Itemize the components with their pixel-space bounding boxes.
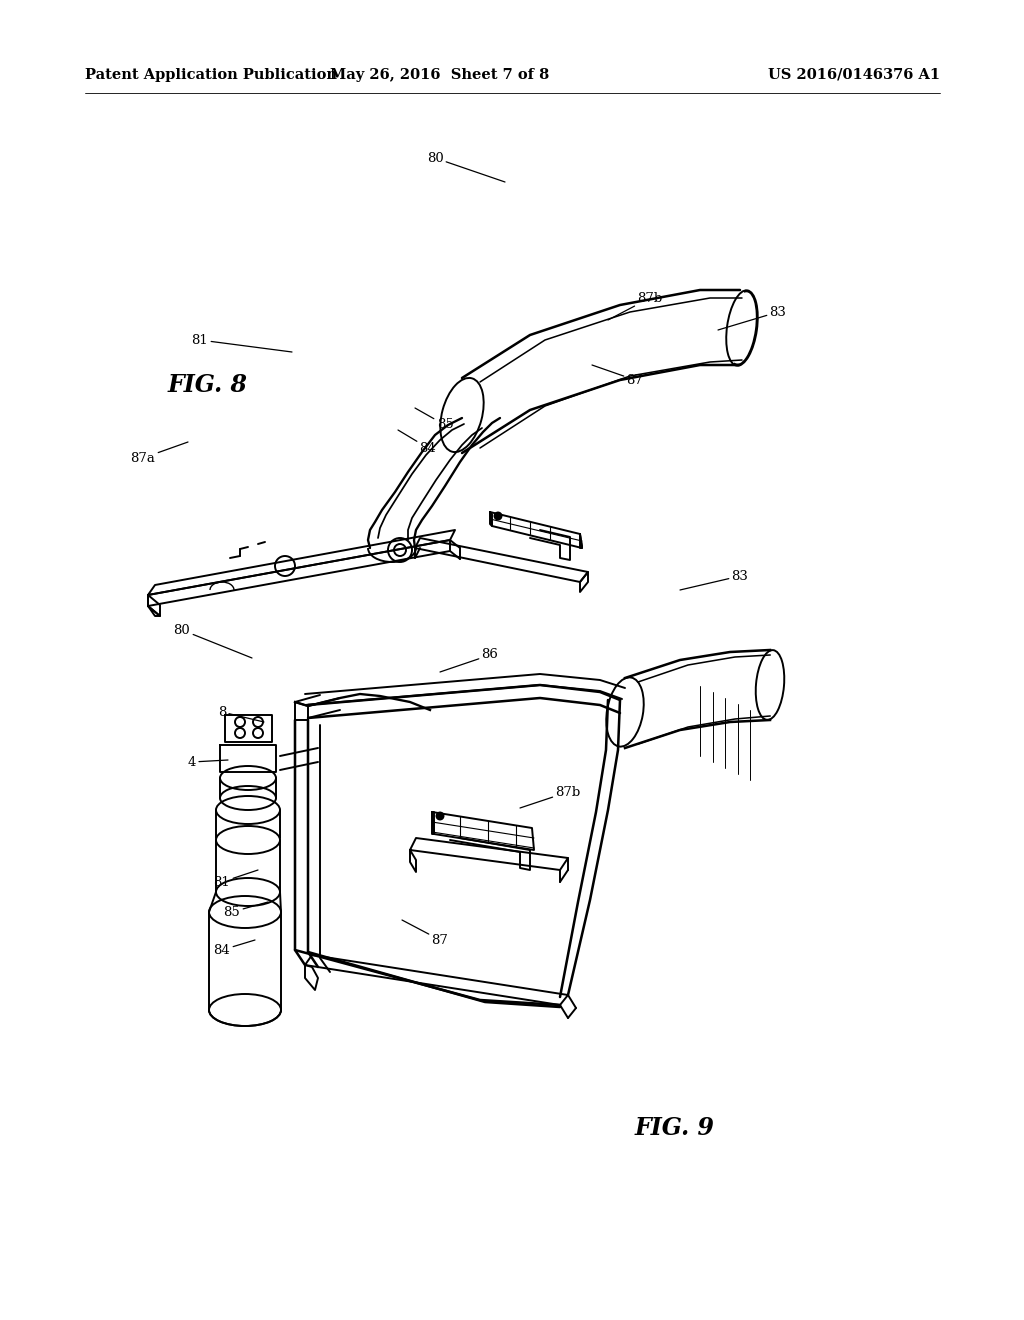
Text: 84: 84 xyxy=(398,430,436,454)
Text: 86: 86 xyxy=(440,648,499,672)
Text: 83: 83 xyxy=(680,569,749,590)
Text: 80: 80 xyxy=(174,623,252,657)
Text: 4: 4 xyxy=(187,755,228,768)
Text: 87: 87 xyxy=(592,366,643,387)
Text: 8: 8 xyxy=(218,705,264,722)
Text: 81: 81 xyxy=(214,870,258,888)
Text: US 2016/0146376 A1: US 2016/0146376 A1 xyxy=(768,69,940,82)
Text: Patent Application Publication: Patent Application Publication xyxy=(85,69,337,82)
Text: 87b: 87b xyxy=(520,785,581,808)
Text: May 26, 2016  Sheet 7 of 8: May 26, 2016 Sheet 7 of 8 xyxy=(331,69,550,82)
Circle shape xyxy=(436,813,443,820)
Circle shape xyxy=(495,512,502,520)
Text: 85: 85 xyxy=(223,902,268,919)
Text: FIG. 8: FIG. 8 xyxy=(168,374,248,397)
Text: 87: 87 xyxy=(402,920,449,946)
Text: FIG. 9: FIG. 9 xyxy=(635,1115,715,1140)
Text: 80: 80 xyxy=(427,152,505,182)
Text: 84: 84 xyxy=(214,940,255,957)
Text: 87b: 87b xyxy=(608,292,663,319)
Text: 85: 85 xyxy=(415,408,454,432)
Text: 81: 81 xyxy=(191,334,292,352)
Text: 87a: 87a xyxy=(131,442,188,465)
Text: 83: 83 xyxy=(718,305,786,330)
